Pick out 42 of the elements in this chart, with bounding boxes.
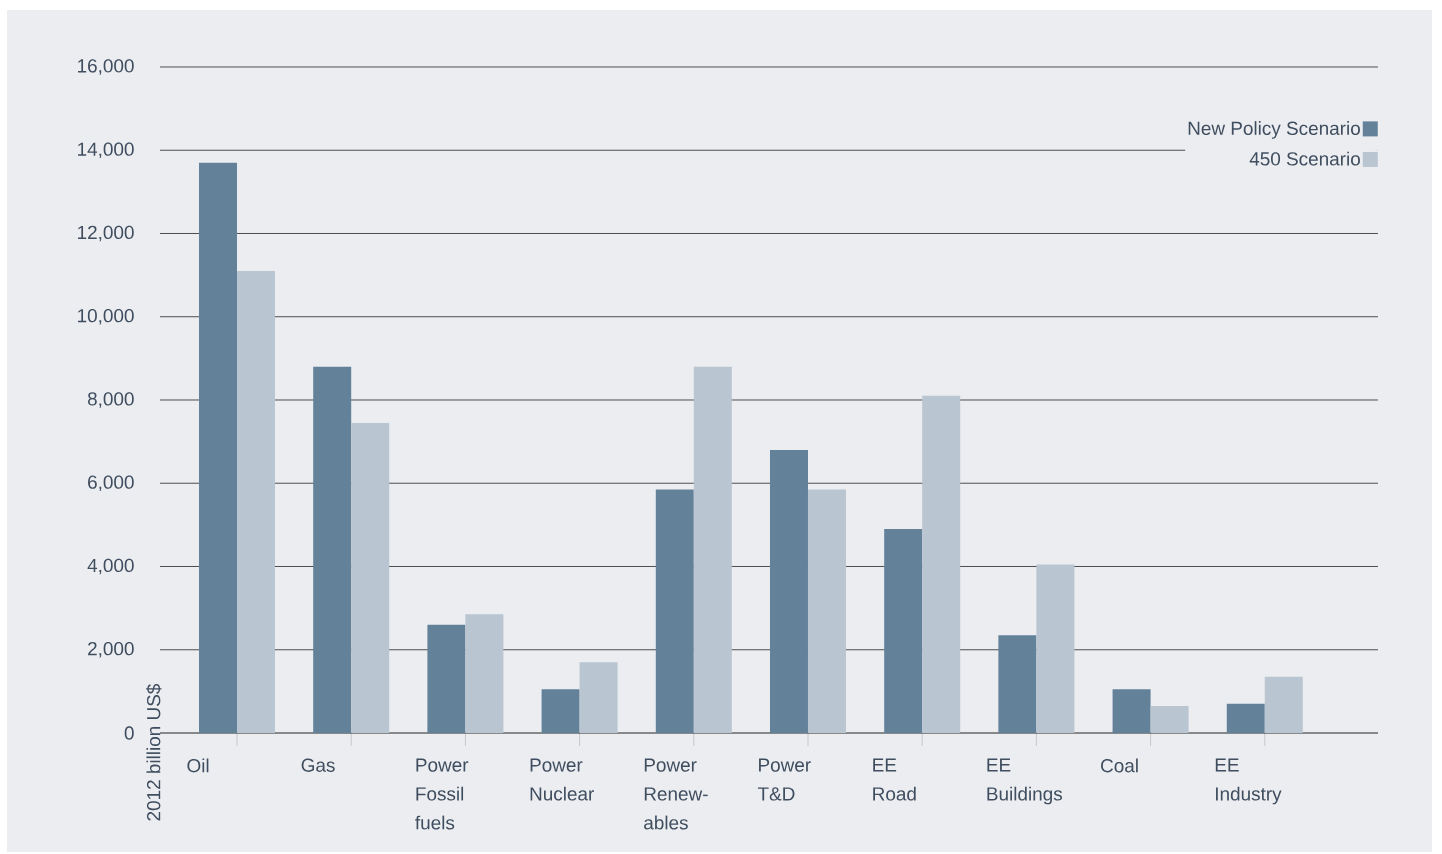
x-tick-label: EE Buildings bbox=[987, 758, 1062, 805]
x-tick-label: Gas bbox=[301, 758, 335, 772]
bar bbox=[1226, 703, 1265, 733]
x-tick-label: EE Road bbox=[873, 758, 916, 801]
bar bbox=[465, 614, 504, 733]
bar bbox=[541, 689, 580, 733]
x-tick-label: EE Industry bbox=[1215, 758, 1282, 805]
bar bbox=[1036, 564, 1075, 733]
bar bbox=[313, 366, 352, 733]
bar bbox=[427, 624, 466, 733]
bar bbox=[1264, 676, 1303, 733]
legend-label: New Policy Scenario bbox=[1188, 121, 1360, 139]
bar bbox=[769, 449, 808, 733]
y-tick-label: 12,000 bbox=[78, 225, 134, 242]
bar bbox=[693, 366, 732, 733]
x-tick-label: Power T&D bbox=[757, 758, 811, 801]
bar bbox=[1150, 705, 1189, 733]
bar bbox=[922, 395, 961, 733]
y-tick-label: 16,000 bbox=[78, 59, 134, 75]
y-tick-label: 10,000 bbox=[78, 308, 134, 325]
bar bbox=[237, 270, 275, 733]
legend-label: 450 Scenario bbox=[1249, 151, 1360, 166]
bar bbox=[655, 489, 694, 733]
y-tick-label: 8,000 bbox=[87, 392, 134, 408]
x-tick-label: Power Nuclear bbox=[530, 758, 594, 801]
bar bbox=[807, 489, 846, 733]
y-tick-label: 14,000 bbox=[78, 142, 134, 159]
bar bbox=[884, 529, 923, 733]
y-tick-label: 6,000 bbox=[88, 475, 134, 492]
bar bbox=[199, 162, 237, 733]
bar bbox=[998, 635, 1037, 733]
x-tick-label: Coal bbox=[1101, 758, 1138, 773]
x-tick-label: Power Fossil fuels bbox=[415, 758, 469, 830]
bar bbox=[1112, 689, 1151, 733]
y-tick-label: 2,000 bbox=[88, 641, 134, 658]
y-axis-title: 2012 billion US$ bbox=[146, 683, 162, 821]
bar bbox=[351, 422, 390, 733]
x-tick-label: Oil bbox=[187, 758, 209, 773]
x-tick-label: Power Renew-ables bbox=[644, 758, 708, 830]
bar bbox=[579, 662, 618, 733]
y-tick-label: 0 bbox=[124, 726, 134, 740]
y-tick-label: 4,000 bbox=[87, 558, 134, 575]
